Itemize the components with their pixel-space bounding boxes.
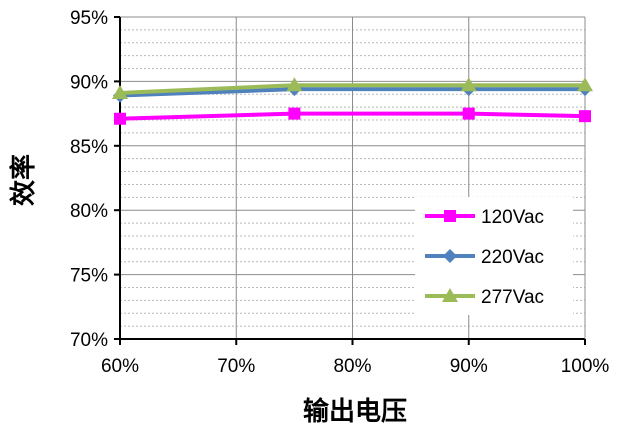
y-tick-label: 85% <box>70 137 108 158</box>
y-tick-label: 75% <box>70 266 108 287</box>
triangle-marker <box>442 288 458 302</box>
diamond-marker <box>443 249 457 263</box>
series-120vac <box>114 107 591 125</box>
legend-label: 120Vac <box>481 207 544 228</box>
y-tick-label: 95% <box>70 8 108 29</box>
square-marker <box>288 107 301 120</box>
x-tick-labels: 60% 70% 80% 90% 100% <box>101 356 609 377</box>
series-line <box>119 83 585 95</box>
x-tick-label: 90% <box>450 356 488 377</box>
legend-item: 277Vac <box>425 287 544 308</box>
legend: 120Vac 220Vac 277Vac <box>415 197 573 315</box>
triangle-marker <box>112 84 128 99</box>
legend-item: 220Vac <box>425 247 544 268</box>
axes <box>114 16 586 345</box>
triangle-marker <box>460 77 477 92</box>
x-tick-label: 70% <box>217 356 255 377</box>
y-tick-label: 90% <box>70 72 108 93</box>
y-tick-label: 70% <box>70 330 108 351</box>
triangle-marker <box>286 77 303 92</box>
square-marker <box>462 107 475 120</box>
x-tick-label: 60% <box>101 356 139 377</box>
y-tick-label: 80% <box>70 201 108 222</box>
legend-item: 120Vac <box>425 207 544 228</box>
triangle-marker <box>577 77 593 92</box>
x-tick-label: 100% <box>561 356 610 377</box>
y-tick-labels: 70% 75% 80% 85% 90% 95% <box>70 8 108 351</box>
series-line <box>119 111 586 121</box>
x-axis-title: 输出电压 <box>303 396 407 427</box>
y-axis-title: 效率 <box>8 154 39 206</box>
legend-label: 220Vac <box>481 247 544 268</box>
square-marker <box>579 110 591 123</box>
series-lines <box>112 77 593 125</box>
square-marker <box>444 210 456 222</box>
x-tick-label: 80% <box>333 356 371 377</box>
legend-label: 277Vac <box>481 287 544 308</box>
series-line <box>119 87 585 98</box>
square-marker <box>114 112 126 125</box>
series-277vac <box>112 77 593 99</box>
